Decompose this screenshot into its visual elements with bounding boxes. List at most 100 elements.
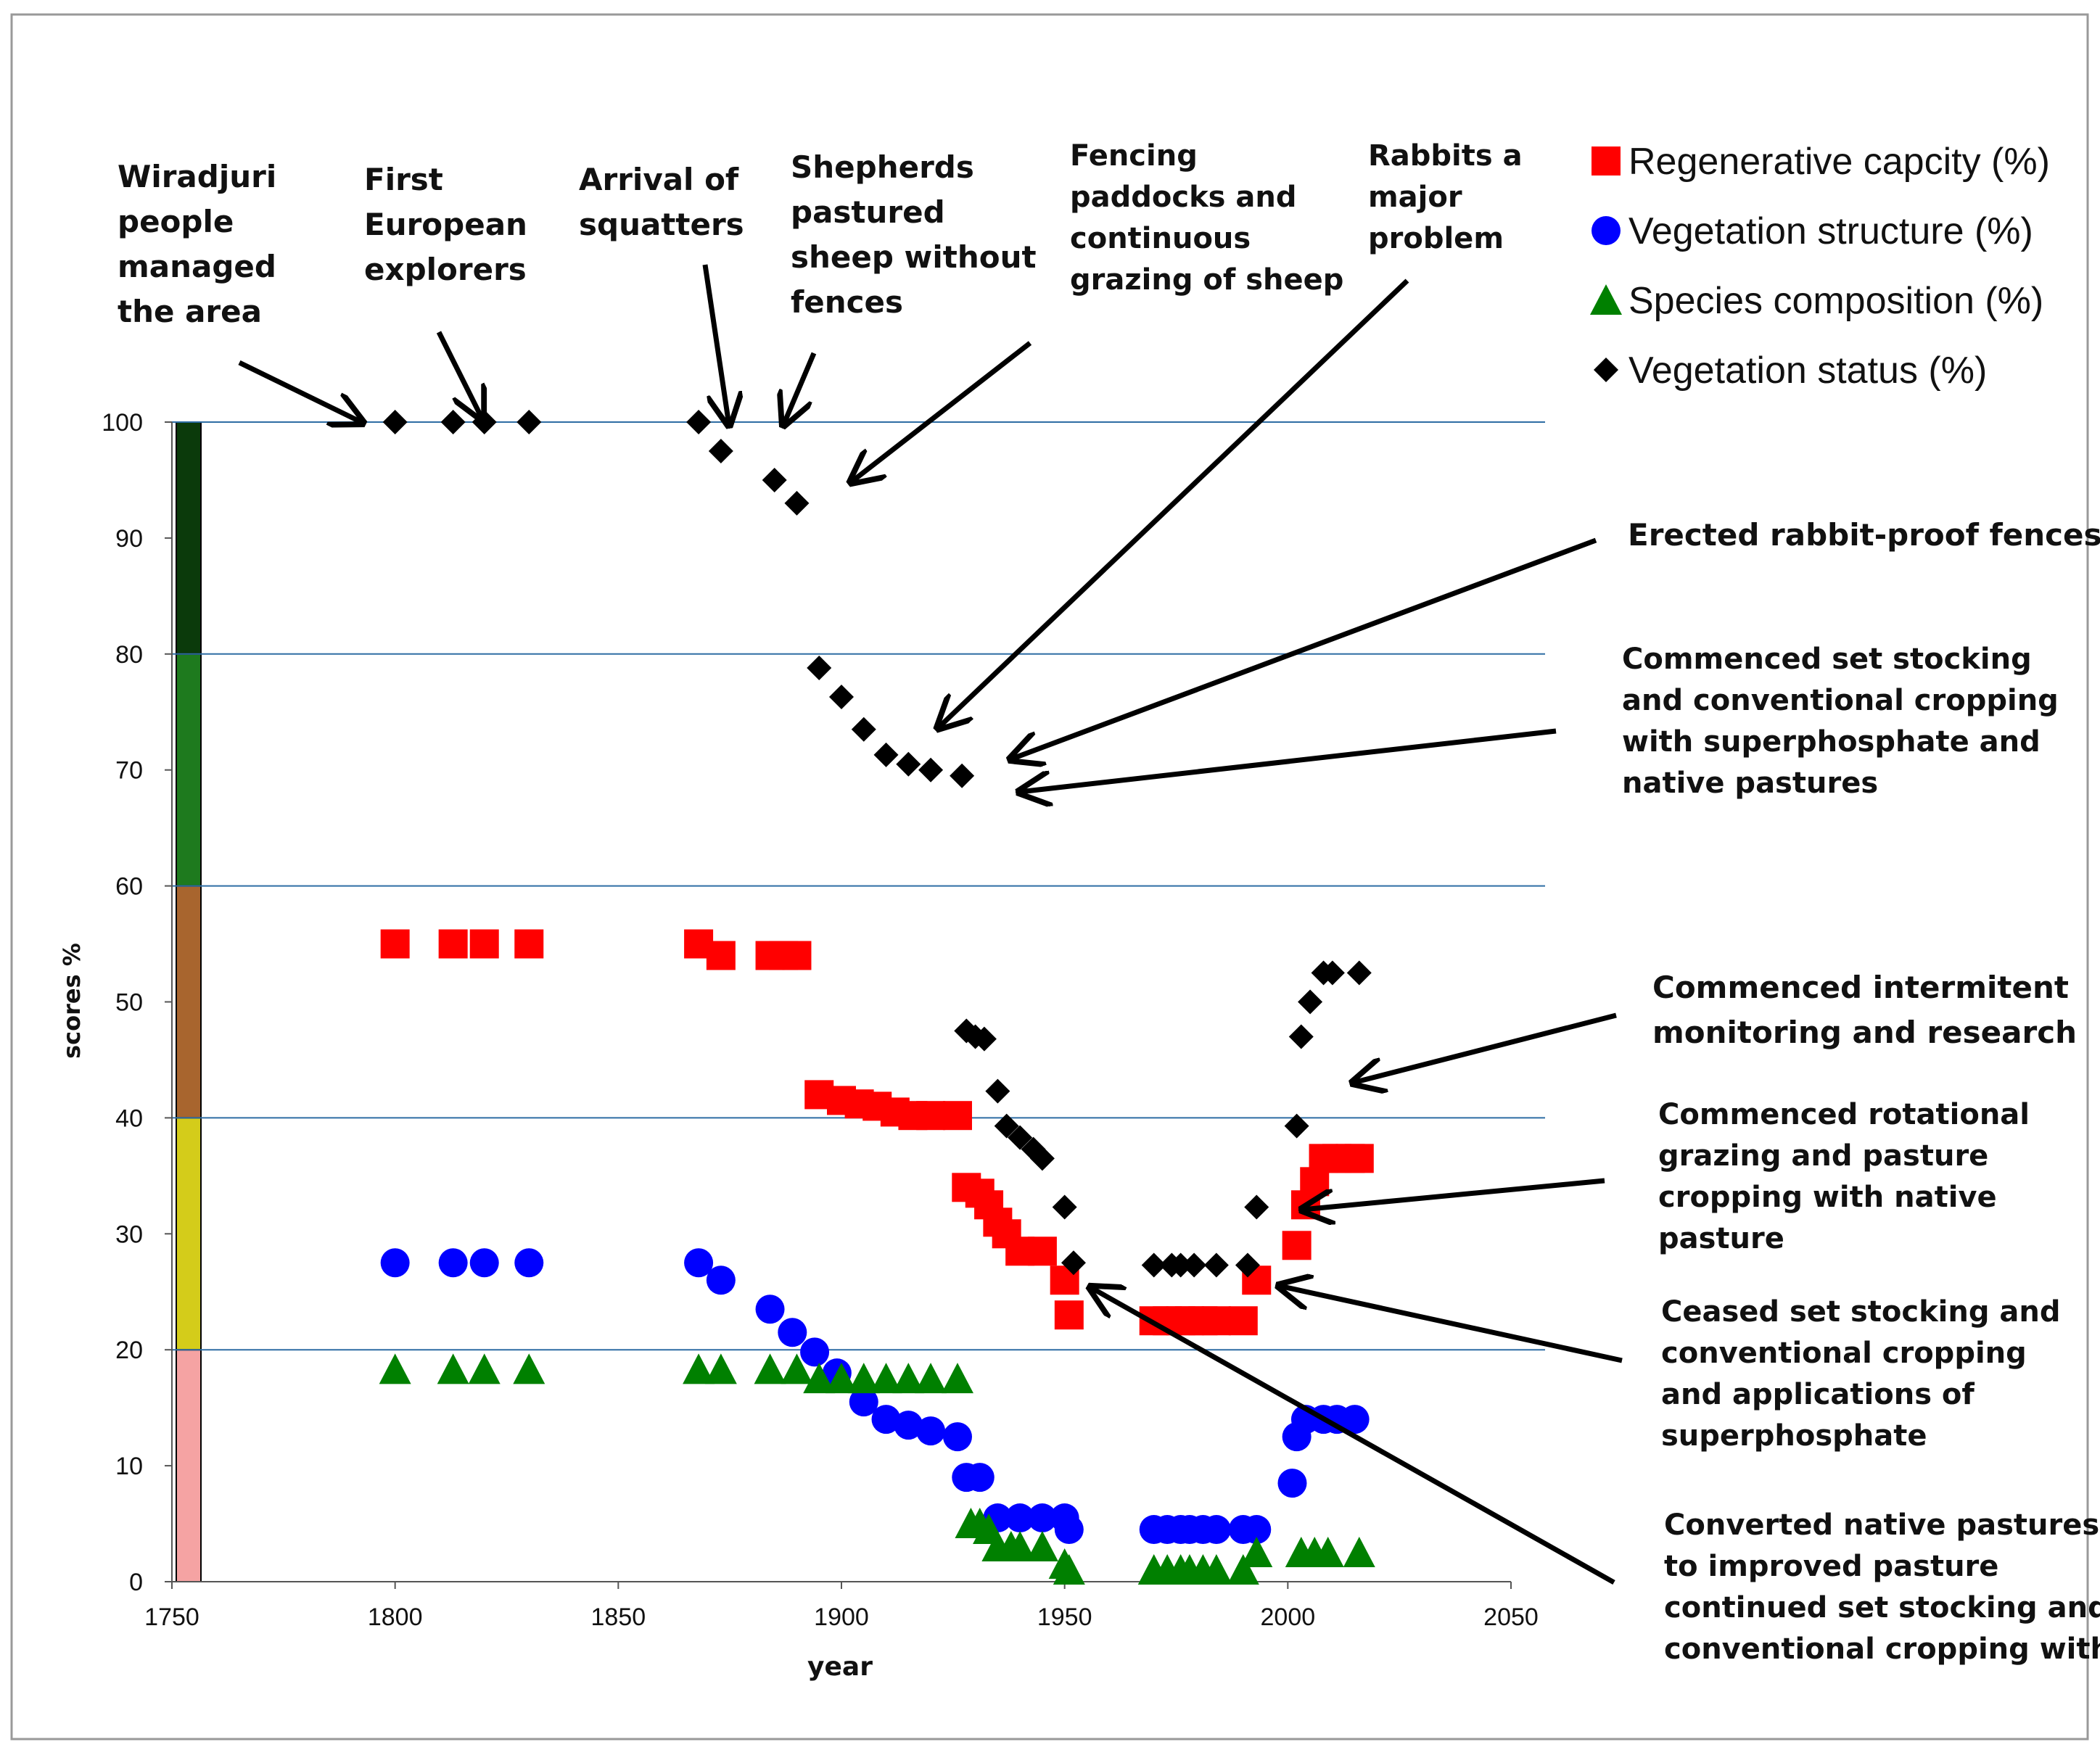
x-tick-label: 1900 xyxy=(814,1603,869,1631)
data-point xyxy=(1240,1537,1273,1568)
data-point xyxy=(782,941,812,970)
data-point xyxy=(469,1248,499,1278)
annotation-8: Commenced intermitent monitoring and rese… xyxy=(1652,970,2077,1050)
data-point xyxy=(380,1248,410,1278)
annotation-line: grazing and pasture xyxy=(1658,1139,1988,1173)
data-point xyxy=(825,1363,857,1394)
data-point xyxy=(873,742,899,767)
annotation-1: First European explorers xyxy=(364,162,527,287)
legend-marker xyxy=(1592,146,1621,176)
data-point xyxy=(950,763,975,788)
condition-band-0 xyxy=(176,1349,202,1582)
data-point xyxy=(1235,1252,1260,1278)
data-point xyxy=(683,1353,715,1384)
annotation-line: Erected rabbit-proof fences xyxy=(1628,517,2100,553)
data-point xyxy=(915,1363,947,1394)
y-tick-label: 90 xyxy=(115,525,143,553)
y-tick-label: 70 xyxy=(115,757,143,785)
data-point xyxy=(1201,1306,1231,1336)
data-point xyxy=(754,1353,786,1384)
legend-marker xyxy=(1590,284,1622,315)
annotation-11: Converted native pastures to improved pas… xyxy=(1664,1508,2100,1666)
data-point xyxy=(1027,1503,1057,1533)
data-point xyxy=(871,1405,901,1434)
annotation-0: Wiradjuri people managed the area xyxy=(118,159,276,329)
annotation-arrows xyxy=(238,264,1623,1585)
data-point xyxy=(379,1353,411,1384)
annotation-line: squatters xyxy=(579,207,744,242)
data-point xyxy=(1344,1144,1374,1173)
data-point xyxy=(686,410,712,434)
data-point xyxy=(1227,1554,1259,1585)
tick-labels: 0 10 20 30 40 50 60 70 80 90 100 1750 1800 1850 1900 19… xyxy=(102,409,1539,1631)
data-point xyxy=(1029,1146,1055,1171)
data-point xyxy=(1277,1469,1307,1498)
data-point xyxy=(892,1363,925,1394)
data-point xyxy=(994,1113,1019,1139)
data-point xyxy=(894,1411,923,1440)
annotation-7: Commenced set stocking and conventional c… xyxy=(1622,643,2059,800)
condition-band-1 xyxy=(176,1117,202,1351)
annotation-3: Shepherds pastured sheep without fences xyxy=(791,149,1037,320)
data-point xyxy=(803,1363,836,1394)
data-point xyxy=(1026,1531,1058,1562)
x-tick-label: 1800 xyxy=(368,1603,423,1631)
annotation-line: pasture xyxy=(1658,1222,1784,1255)
annotation-arrow xyxy=(1090,1287,1615,1585)
annotation-line: continuous xyxy=(1070,222,1251,255)
annotation-10: Ceased set stocking and conventional crop… xyxy=(1661,1295,2061,1453)
annotation-line: monitoring and research xyxy=(1652,1015,2077,1050)
annotation-line: explorers xyxy=(364,252,527,287)
annotation-line: Fencing xyxy=(1070,139,1198,173)
data-point xyxy=(1182,1252,1207,1278)
data-point xyxy=(1008,1125,1033,1150)
series-2 xyxy=(379,1353,1375,1585)
condition-band-3 xyxy=(176,653,202,887)
data-point xyxy=(829,684,854,709)
annotation-arrow xyxy=(1353,1012,1617,1083)
annotation-arrow xyxy=(1302,1178,1605,1210)
data-point xyxy=(516,410,542,434)
annotation-line: major xyxy=(1368,181,1462,214)
series-3 xyxy=(382,410,1372,1278)
annotation-arrow xyxy=(436,331,482,419)
data-point xyxy=(1284,1113,1309,1139)
y-tick-label: 40 xyxy=(115,1105,143,1132)
x-tick-label: 1850 xyxy=(591,1603,646,1631)
data-point xyxy=(851,717,876,742)
data-point xyxy=(1288,1024,1314,1049)
data-point xyxy=(985,1078,1010,1104)
data-point xyxy=(437,1353,469,1384)
data-point xyxy=(708,438,733,463)
data-point xyxy=(1228,1306,1258,1336)
annotation-line: grazing of sheep xyxy=(1070,263,1343,297)
data-point xyxy=(1004,1531,1037,1562)
data-points xyxy=(379,410,1375,1585)
x-tick-label: 1750 xyxy=(144,1603,199,1631)
data-point xyxy=(1052,1194,1077,1220)
condition-bands xyxy=(176,421,202,1582)
annotation-line: cropping with native xyxy=(1658,1181,1997,1214)
data-point xyxy=(870,1363,902,1394)
data-point xyxy=(513,1353,545,1384)
data-point xyxy=(468,1353,501,1384)
data-point xyxy=(1203,1252,1229,1278)
legend-marker xyxy=(1594,358,1618,382)
data-point xyxy=(1244,1194,1269,1220)
y-tick-label: 80 xyxy=(115,641,143,669)
annotation-line: Ceased set stocking and xyxy=(1661,1295,2061,1329)
annotation-line: European xyxy=(364,207,527,242)
data-point xyxy=(916,1101,946,1131)
legend: Regenerative capcity (%) Vegetation struc… xyxy=(1590,141,2050,392)
y-tick-label: 60 xyxy=(115,873,143,901)
data-point xyxy=(1200,1554,1232,1585)
data-point xyxy=(1005,1503,1035,1533)
data-point xyxy=(380,929,410,959)
data-point xyxy=(704,1353,737,1384)
data-point xyxy=(1141,1252,1166,1278)
legend-label: Vegetation status (%) xyxy=(1628,350,1987,392)
annotation-9: Commenced rotational grazing and pasture c… xyxy=(1658,1098,2030,1255)
data-point xyxy=(1346,960,1372,986)
annotation-arrow xyxy=(702,264,729,425)
y-tick-label: 20 xyxy=(115,1337,143,1364)
